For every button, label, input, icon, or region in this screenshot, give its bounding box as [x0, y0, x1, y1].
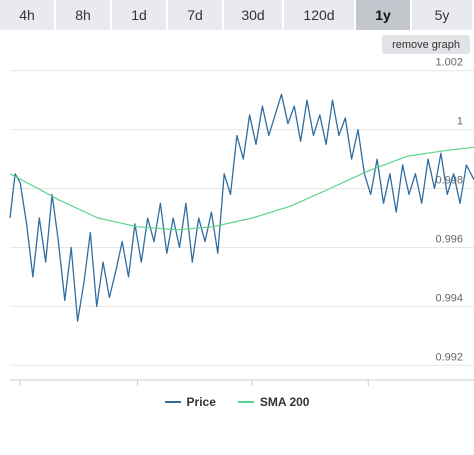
remove-graph-button[interactable]: remove graph [382, 35, 470, 54]
legend-price-label: Price [186, 395, 216, 409]
sma-line-swatch [237, 401, 254, 403]
tab-1y[interactable]: 1y [356, 0, 412, 30]
y-tick-label: 1 [457, 116, 463, 128]
y-tick-label: 0.992 [435, 351, 463, 363]
tab-1d[interactable]: 1d [112, 0, 168, 30]
tab-4h[interactable]: 4h [0, 0, 56, 30]
sma-200-series-line [9, 146, 474, 231]
legend-item-price[interactable]: Price [164, 395, 216, 409]
tab-7d[interactable]: 7d [168, 0, 224, 30]
y-tick-label: 0.996 [435, 233, 463, 245]
chart-legend: Price SMA 200 [0, 392, 474, 412]
y-tick-label: 0.994 [435, 292, 463, 304]
tab-5y[interactable]: 5y [412, 0, 474, 30]
legend-item-sma[interactable]: SMA 200 [237, 395, 310, 409]
y-tick-label: 0.998 [435, 175, 463, 187]
tab-120d[interactable]: 120d [284, 0, 356, 30]
tab-30d[interactable]: 30d [224, 0, 284, 30]
price-line-swatch [164, 401, 181, 403]
legend-sma-label: SMA 200 [259, 395, 310, 409]
tab-8h[interactable]: 8h [56, 0, 112, 30]
price-series-line [9, 93, 474, 322]
y-tick-label: 1.002 [435, 57, 463, 69]
timeframe-tabs: 4h 8h 1d 7d 30d 120d 1y 5y [0, 0, 474, 30]
